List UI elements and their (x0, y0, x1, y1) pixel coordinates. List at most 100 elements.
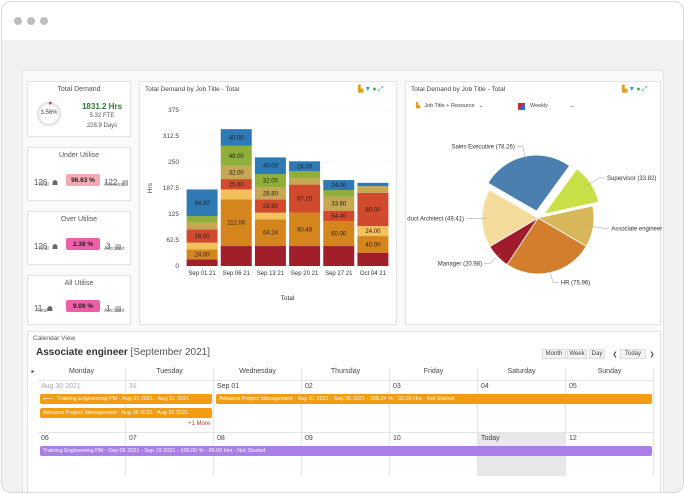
data-label: 80.00 (365, 207, 381, 213)
expand-icon[interactable]: ⤢ (641, 86, 649, 93)
day-cell[interactable]: 04 (478, 380, 566, 432)
data-label: 25.60 (229, 182, 245, 188)
more-events-link[interactable]: +1 More (188, 421, 211, 427)
bar-segment[interactable] (254, 187, 286, 200)
window-dot-icon[interactable] (40, 17, 48, 25)
expand-row-icon[interactable]: ▸ (31, 369, 35, 375)
bar-segment[interactable] (186, 242, 218, 250)
refresh-icon[interactable]: ● (372, 86, 378, 93)
bar-segment[interactable] (220, 129, 252, 146)
pie-label: duct Architect (49.41) (407, 216, 464, 222)
bar-segment[interactable] (289, 171, 321, 178)
total-number: 126 (34, 242, 48, 251)
all-utilise-card[interactable]: All Utilise 11 ☗ Total 9.09 % 1 ▤ Alloca… (27, 275, 131, 325)
filter-icon[interactable]: ▼ (628, 86, 637, 93)
bar-segment[interactable] (357, 252, 389, 266)
chart-type-icon[interactable]: ▙ (358, 86, 365, 93)
bar-segment[interactable] (220, 179, 252, 190)
period-dropdown[interactable]: Weekly ⌄ (518, 100, 586, 112)
bar-segment[interactable] (323, 180, 355, 191)
total-count: 126 ☗ Total (34, 172, 58, 190)
day-cell[interactable]: 03 (390, 380, 478, 432)
weekday-header: Sunday (566, 368, 654, 380)
next-button[interactable]: ❯ (647, 349, 657, 359)
chart-type-icon[interactable]: ▙ (622, 86, 629, 93)
event-bar[interactable]: ⟵ Training Engineering PM - Aug 01 2021 -… (40, 394, 212, 404)
refresh-icon[interactable]: ● (636, 86, 642, 93)
data-label: 40.00 (365, 242, 381, 248)
today-button[interactable]: Today (620, 349, 646, 359)
window-dot-icon[interactable] (27, 17, 35, 25)
bar-segment[interactable] (186, 189, 218, 217)
day-cell[interactable]: 12 (566, 432, 654, 476)
bar-segment[interactable] (186, 229, 218, 243)
event-label: Advance Project Management - Sep 01 2021… (219, 396, 455, 402)
bar-segment[interactable] (220, 145, 252, 166)
bar-segment[interactable] (289, 212, 321, 247)
bar-segment[interactable] (323, 246, 355, 266)
bar-segment[interactable] (254, 212, 286, 220)
pie-chart-panel: Total Demand by Job Title - Total ▙▼●⤢ ▙… (405, 81, 662, 325)
total-demand-card[interactable]: Total Demand 3.56% 1831.2 Hrs 5.32 FTE 2… (27, 81, 131, 137)
view-week-button[interactable]: Week (567, 349, 587, 359)
bar-segment[interactable] (323, 190, 355, 197)
y-tick-label: 187.5 (163, 185, 180, 192)
window-dot-icon[interactable] (14, 17, 22, 25)
bar-segment[interactable] (323, 221, 355, 247)
bar-segment[interactable] (186, 259, 218, 266)
bar-segment[interactable] (357, 182, 389, 187)
bar-segment[interactable] (289, 246, 321, 266)
bar-segment[interactable] (254, 157, 286, 175)
bar-segment[interactable] (220, 189, 252, 200)
panel-title: Total Demand by Job Title - Total (145, 86, 240, 93)
pie-leader-line (484, 253, 501, 264)
bar-segment[interactable] (357, 226, 389, 237)
prev-button[interactable]: ❮ (610, 349, 620, 359)
expand-icon[interactable]: ⤢ (377, 86, 385, 93)
pie-label: Associate engineer (35 (611, 226, 662, 232)
bar-segment[interactable] (323, 210, 355, 222)
bar-segment[interactable] (357, 236, 389, 253)
bar-segment[interactable] (357, 186, 389, 193)
day-cell[interactable]: 31 (126, 380, 214, 432)
day-cell[interactable]: 02 (302, 380, 390, 432)
y-tick-label: 125 (168, 211, 179, 218)
section-label: Calendar View (33, 335, 76, 342)
bar-segment[interactable] (289, 177, 321, 185)
event-bar[interactable]: Advance Project Management - Aug 30 2021… (40, 408, 212, 418)
day-cell[interactable]: Aug 30 2021 (38, 380, 126, 432)
bar-segment[interactable] (220, 165, 252, 180)
bar-segment[interactable] (254, 246, 286, 266)
view-day-button[interactable]: Day (589, 349, 605, 359)
bar-segment[interactable] (186, 249, 218, 260)
bar-segment[interactable] (323, 196, 355, 211)
view-month-button[interactable]: Month (542, 349, 566, 359)
under-utilise-card[interactable]: Under Utilise 126 ☗ Total 96.63 % 122 ▤ … (27, 147, 131, 201)
job-title-dropdown[interactable]: ▙ Job Title + Resource ⌄ (416, 100, 498, 112)
day-cell[interactable]: 05 (566, 380, 654, 432)
weekday-header: Thursday (302, 368, 390, 380)
event-bar[interactable]: Advance Project Management - Sep 01 2021… (216, 394, 652, 404)
bar-segment[interactable] (289, 161, 321, 172)
bar-segment[interactable] (289, 184, 321, 213)
filter-icon[interactable]: ▼ (364, 86, 373, 93)
bar-segment[interactable] (186, 216, 218, 223)
bar-segment[interactable] (254, 174, 286, 188)
bar-segment[interactable] (186, 222, 218, 230)
weekday-header: Monday (38, 368, 126, 380)
day-cell[interactable]: Sep 01 (214, 380, 302, 432)
bar-chart-panel: Total Demand by Job Title - Total ▙▼●⤢ 0… (139, 81, 397, 325)
bar-segment[interactable] (220, 246, 252, 266)
kpi-title: Under Utilise (58, 152, 100, 159)
bar-segment[interactable] (220, 199, 252, 247)
y-axis-label: Hrs (147, 182, 154, 193)
bar-segment[interactable] (357, 192, 389, 227)
pie-leader-line (549, 268, 559, 283)
data-label: 40.00 (229, 135, 245, 141)
x-tick-label: Sep 27 21 (325, 271, 353, 277)
over-utilise-card[interactable]: Over Utilise 126 ☗ Total 2.38 % 3 ▤ Allo… (27, 211, 131, 265)
bar-segment[interactable] (254, 219, 286, 247)
bar-segment[interactable] (254, 199, 286, 213)
kpi-title: Total Demand (57, 86, 101, 93)
event-bar[interactable]: Training Engineering PM - Sep 06 2021 - … (40, 446, 652, 456)
